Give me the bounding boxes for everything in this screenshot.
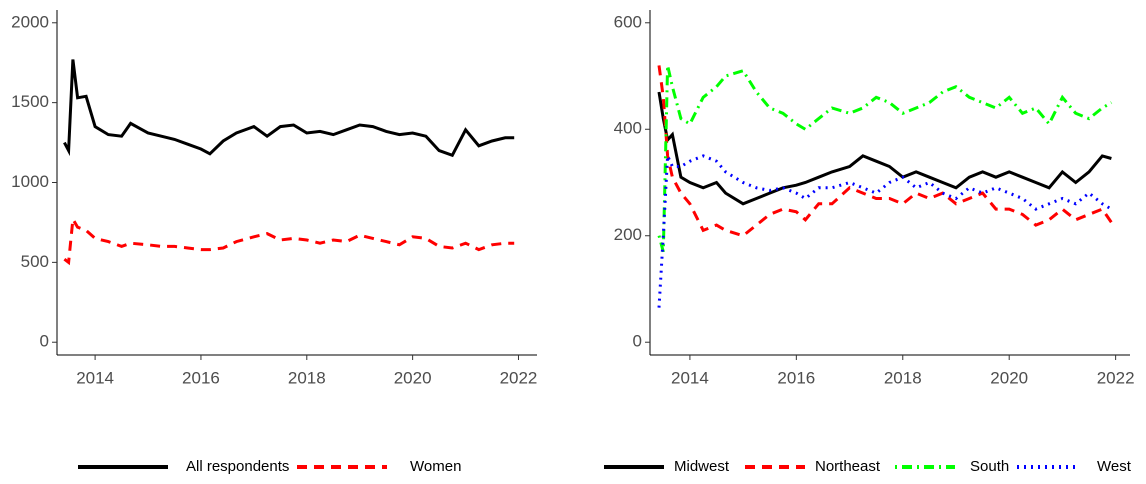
- y-tick-label: 500: [21, 252, 49, 271]
- series-line: [63, 214, 515, 266]
- series-line: [657, 65, 1113, 238]
- x-tick-label: 2014: [76, 368, 114, 387]
- x-tick-label: 2022: [500, 368, 538, 387]
- x-tick-label: 2014: [671, 368, 709, 387]
- legend-label: Northeast: [815, 458, 881, 475]
- series-line: [657, 65, 1113, 253]
- legend-label: West: [1097, 458, 1132, 475]
- x-tick-label: 2018: [884, 368, 922, 387]
- legend-label: South: [970, 458, 1009, 475]
- y-tick-label: 200: [614, 225, 642, 244]
- series-line: [657, 91, 1112, 206]
- y-tick-label: 0: [40, 332, 49, 351]
- y-tick-label: 0: [633, 332, 642, 351]
- x-tick-label: 2016: [777, 368, 815, 387]
- x-tick-label: 2020: [990, 368, 1028, 387]
- legend-label: All respondents: [186, 458, 289, 475]
- x-tick-label: 2022: [1097, 368, 1135, 387]
- legend-label: Women: [410, 458, 461, 475]
- x-tick-label: 2018: [288, 368, 326, 387]
- y-tick-label: 600: [614, 12, 642, 31]
- series-line: [657, 154, 1113, 308]
- y-tick-label: 1500: [11, 92, 49, 111]
- y-tick-label: 1000: [11, 172, 49, 191]
- y-tick-label: 400: [614, 119, 642, 138]
- legend-label: Midwest: [674, 458, 730, 475]
- x-tick-label: 2020: [394, 368, 432, 387]
- series-line: [63, 59, 515, 158]
- x-tick-label: 2016: [182, 368, 220, 387]
- y-tick-label: 2000: [11, 12, 49, 31]
